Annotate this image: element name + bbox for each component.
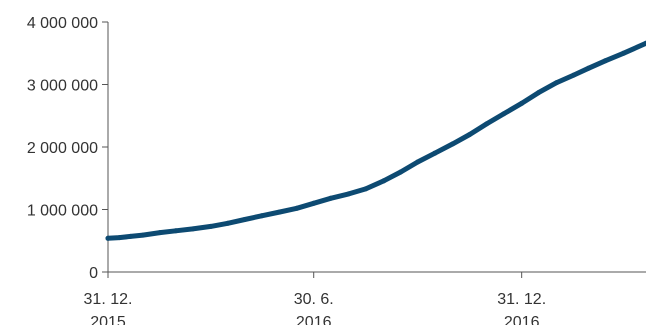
data-point (363, 186, 369, 192)
data-point (415, 159, 421, 165)
data-point (571, 72, 577, 78)
data-point (501, 111, 507, 117)
data-point (620, 50, 626, 56)
y-tick-label: 0 (89, 265, 98, 282)
data-point (467, 132, 473, 137)
data-point (190, 226, 196, 232)
data-point (585, 65, 591, 71)
data-point (311, 200, 317, 206)
y-tick-label: 2 000 000 (27, 140, 98, 157)
data-point (432, 150, 438, 156)
x-tick-label-year: 2016 (296, 314, 332, 325)
y-tick-label: 4 000 000 (27, 15, 98, 32)
data-point (484, 121, 490, 127)
y-tick-label: 1 000 000 (27, 203, 98, 220)
y-axis-ticks: 0 1 000 000 2 000 000 3 000 000 4 000 000 (27, 15, 108, 282)
series-line-0 (105, 40, 646, 241)
data-point (157, 230, 163, 236)
y-tick-label: 3 000 000 (27, 78, 98, 95)
x-axis-ticks: 31. 12. 2015 30. 6. 2016 31. 12. 2016 (84, 272, 546, 325)
data-point (328, 195, 334, 201)
data-point (643, 40, 646, 46)
y-axis: 0 1 000 000 2 000 000 3 000 000 4 000 000 (27, 15, 109, 282)
data-point (602, 58, 608, 64)
data-point (208, 223, 214, 229)
data-point (128, 233, 134, 239)
x-tick-label-year: 2015 (90, 314, 126, 325)
x-axis: 31. 12. 2015 30. 6. 2016 31. 12. 2016 (84, 271, 646, 325)
data-point (173, 228, 179, 234)
data-point (259, 213, 265, 219)
x-tick-label-year: 2016 (504, 314, 540, 325)
data-point (398, 169, 404, 175)
data-point (519, 100, 525, 106)
x-tick-label-date: 31. 12. (84, 291, 133, 308)
data-point (225, 220, 231, 226)
data-point (105, 235, 111, 241)
x-tick-label-date: 30. 6. (294, 291, 334, 308)
data-point (294, 205, 300, 211)
data-point (140, 232, 146, 238)
x-tick-label-date: 31. 12. (497, 291, 546, 308)
data-point (242, 217, 248, 222)
data-point (536, 90, 542, 96)
data-point (554, 80, 560, 86)
data-point (381, 178, 387, 184)
data-point (346, 191, 352, 197)
data-point (450, 141, 456, 147)
series-layer (105, 40, 646, 241)
data-point (116, 235, 122, 241)
data-point (277, 209, 283, 215)
